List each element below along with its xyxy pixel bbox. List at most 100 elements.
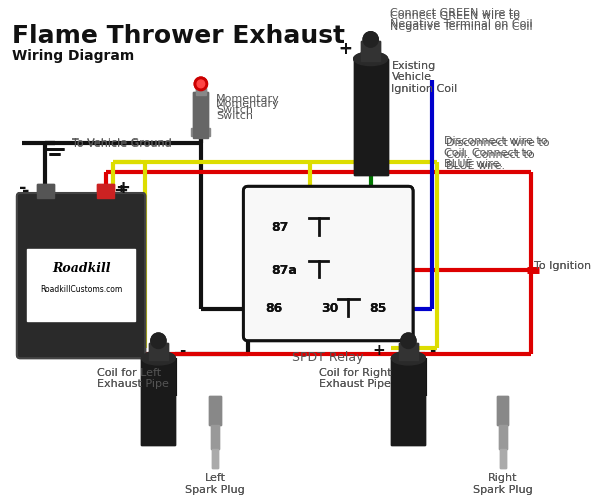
Bar	[399, 342, 418, 360]
Text: Flame Thrower Exhaust: Flame Thrower Exhaust	[12, 24, 345, 48]
Bar	[28, 249, 135, 322]
Bar	[211, 425, 219, 449]
Bar	[361, 42, 380, 60]
Ellipse shape	[391, 352, 425, 365]
Text: Disconnect wire to
Coil. Connect to
BLUE wire.: Disconnect wire to Coil. Connect to BLUE…	[444, 136, 548, 169]
FancyBboxPatch shape	[17, 193, 145, 358]
Bar	[193, 92, 208, 138]
Text: 87: 87	[272, 222, 289, 234]
Text: +: +	[338, 40, 352, 58]
Bar	[499, 425, 506, 449]
Text: 85: 85	[369, 302, 386, 316]
Ellipse shape	[353, 52, 388, 66]
Circle shape	[401, 333, 416, 348]
Text: 87a: 87a	[272, 264, 298, 277]
Text: +: +	[338, 40, 352, 58]
Bar	[391, 358, 425, 445]
Ellipse shape	[391, 352, 425, 365]
Bar	[28, 249, 135, 322]
Bar	[209, 396, 221, 425]
Bar	[97, 184, 114, 198]
Bar	[37, 184, 54, 198]
Bar	[37, 184, 54, 198]
Text: Left
Spark Plug: Left Spark Plug	[185, 473, 245, 494]
Text: Left
Spark Plug: Left Spark Plug	[185, 473, 245, 494]
Text: Connect GREEN wire to
Negative Terminal on Coil: Connect GREEN wire to Negative Terminal …	[389, 10, 532, 32]
Text: Roadkill: Roadkill	[52, 262, 110, 274]
Bar	[391, 358, 425, 445]
Bar	[142, 358, 175, 445]
Bar	[399, 342, 418, 360]
Text: RoadkillCustoms.com: RoadkillCustoms.com	[40, 285, 122, 294]
Text: Right
Spark Plug: Right Spark Plug	[473, 473, 533, 494]
Text: SPDT Relay: SPDT Relay	[292, 352, 364, 364]
Bar	[500, 449, 506, 468]
Bar	[212, 449, 218, 468]
Text: To Ignition: To Ignition	[534, 262, 591, 272]
Text: 30: 30	[322, 302, 339, 316]
Bar	[196, 88, 206, 96]
Text: Existing
Vehicle
Ignition Coil: Existing Vehicle Ignition Coil	[391, 60, 458, 94]
Bar	[212, 449, 218, 468]
Text: RoadkillCustoms.com: RoadkillCustoms.com	[40, 285, 122, 294]
Text: -: -	[179, 343, 185, 358]
Text: Roadkill: Roadkill	[52, 262, 110, 274]
Text: +: +	[122, 343, 136, 358]
Text: +: +	[373, 343, 385, 358]
Ellipse shape	[353, 52, 388, 66]
Circle shape	[197, 80, 205, 88]
Text: 86: 86	[265, 302, 282, 316]
Bar	[353, 59, 388, 174]
Bar	[191, 128, 211, 136]
Text: To Vehicle Ground: To Vehicle Ground	[71, 139, 172, 149]
Text: 30: 30	[322, 302, 339, 316]
Text: Coil for Right
Exhaust Pipe: Coil for Right Exhaust Pipe	[319, 368, 391, 390]
Text: -: -	[22, 182, 29, 200]
Text: To Vehicle Ground: To Vehicle Ground	[71, 138, 172, 148]
Circle shape	[194, 77, 208, 90]
Circle shape	[151, 333, 166, 348]
Bar	[497, 396, 508, 425]
Bar	[211, 425, 219, 449]
Text: Coil for Right
Exhaust Pipe: Coil for Right Exhaust Pipe	[319, 368, 391, 390]
FancyBboxPatch shape	[244, 186, 413, 341]
Bar	[497, 396, 508, 425]
Ellipse shape	[142, 352, 175, 365]
Circle shape	[151, 333, 166, 348]
Circle shape	[194, 77, 208, 90]
Text: 85: 85	[369, 302, 386, 316]
Circle shape	[363, 32, 378, 47]
Text: Connect GREEN wire to
Negative Terminal on Coil: Connect GREEN wire to Negative Terminal …	[389, 8, 532, 29]
Bar	[149, 342, 168, 360]
Text: -: -	[429, 343, 436, 358]
Bar	[353, 59, 388, 174]
Text: +: +	[113, 182, 128, 200]
Text: Wiring Diagram: Wiring Diagram	[12, 49, 134, 63]
Bar	[142, 358, 175, 445]
Bar	[97, 184, 114, 198]
Bar	[193, 92, 208, 130]
Bar	[500, 449, 506, 468]
Text: Momentary
Switch: Momentary Switch	[216, 100, 280, 121]
Text: To Ignition: To Ignition	[534, 262, 591, 272]
Bar	[149, 342, 168, 360]
Text: 87a: 87a	[272, 264, 298, 277]
Text: Coil for Left
Exhaust Pipe: Coil for Left Exhaust Pipe	[97, 368, 169, 390]
Circle shape	[363, 32, 378, 47]
Text: Existing
Vehicle
Ignition Coil: Existing Vehicle Ignition Coil	[391, 60, 458, 94]
Circle shape	[401, 333, 416, 348]
Text: Right
Spark Plug: Right Spark Plug	[473, 473, 533, 494]
Text: Coil for Left
Exhaust Pipe: Coil for Left Exhaust Pipe	[97, 368, 169, 390]
Text: -: -	[19, 179, 26, 197]
Text: Disconnect wire to
Coil. Connect to
BLUE wire.: Disconnect wire to Coil. Connect to BLUE…	[446, 138, 550, 171]
Bar	[499, 425, 506, 449]
Text: Momentary
Switch: Momentary Switch	[216, 94, 280, 115]
Bar	[196, 88, 206, 96]
Circle shape	[197, 80, 205, 88]
Bar	[361, 42, 380, 60]
Text: 87: 87	[272, 222, 289, 234]
Text: +: +	[115, 179, 130, 197]
Bar	[209, 396, 221, 425]
FancyBboxPatch shape	[17, 193, 145, 358]
Text: 86: 86	[265, 302, 282, 316]
